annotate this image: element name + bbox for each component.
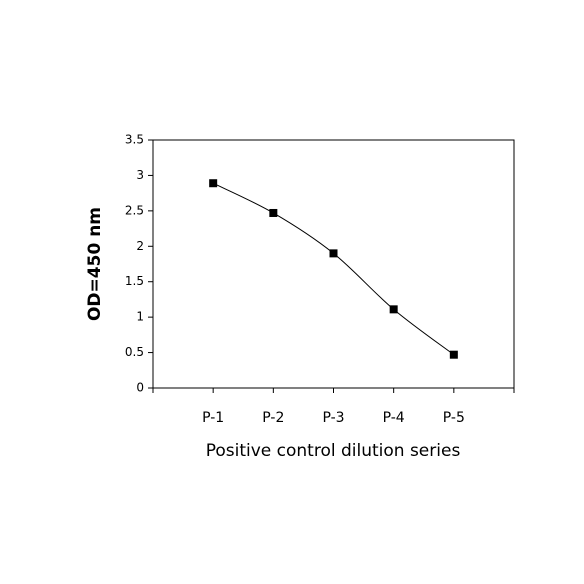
data-point [449,350,458,359]
x-tick-label: P-4 [383,410,405,426]
x-axis-label: Positive control dilution series [206,441,461,461]
y-tick-label: 3 [136,168,144,182]
y-tick-label: 0 [136,381,144,395]
x-tick-label: P-3 [322,410,344,426]
x-tick-label: P-5 [443,410,465,426]
x-tick-label: P-2 [262,410,284,426]
data-point [329,249,338,258]
data-point [269,208,278,217]
y-tick-label: 3.5 [125,133,144,147]
y-tick-label: 1 [136,310,144,324]
y-tick-label: 2.5 [125,203,144,217]
x-tick-label: P-1 [202,410,224,426]
y-tick-label: 0.5 [125,345,144,359]
y-axis-label: OD=450 nm [85,207,105,321]
data-point [389,305,398,314]
y-tick-label: 2 [136,239,144,253]
y-tick-label: 1.5 [125,274,144,288]
data-point [209,179,218,188]
